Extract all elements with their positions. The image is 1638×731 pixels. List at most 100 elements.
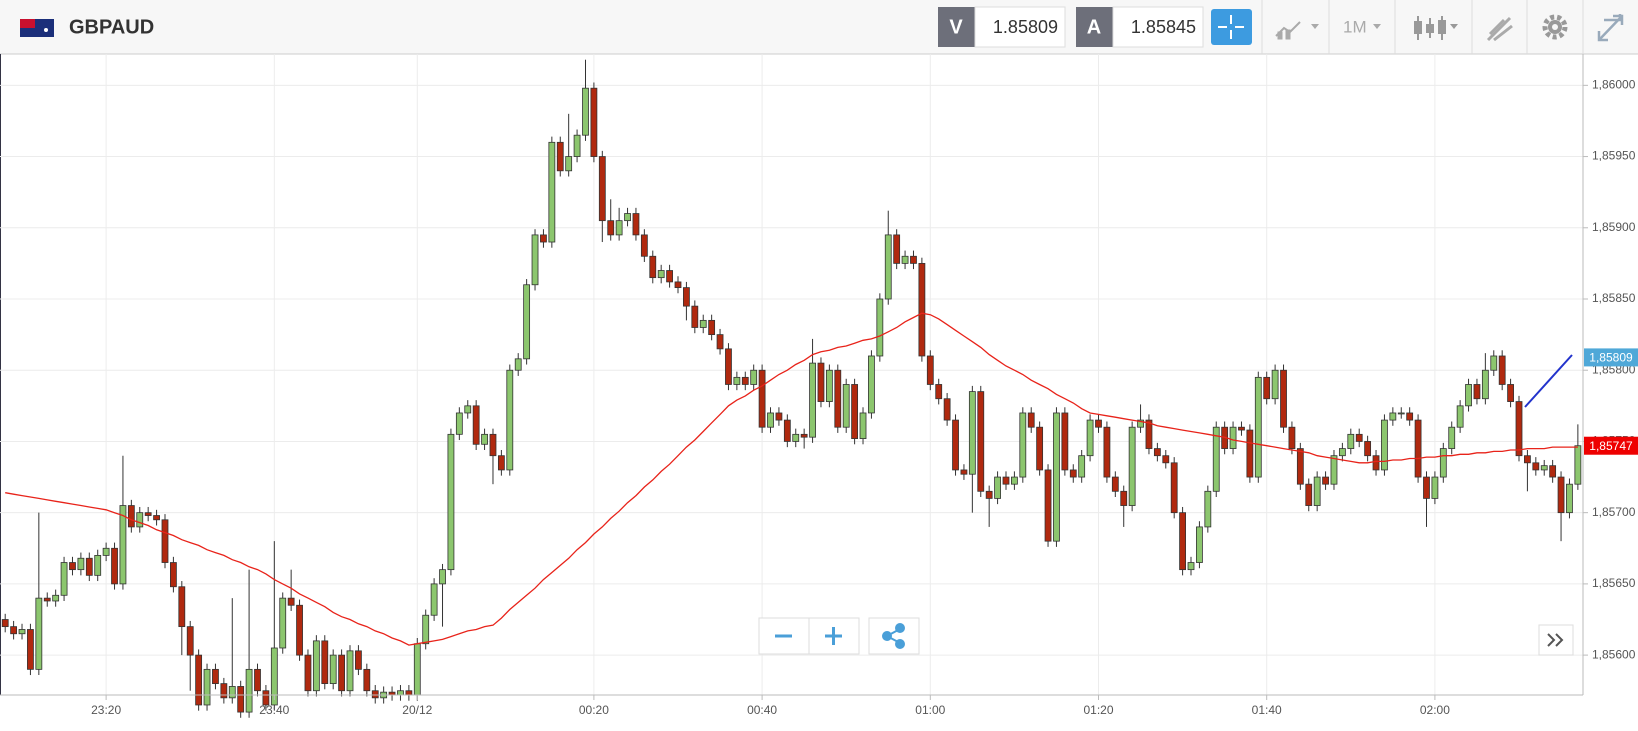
- settings-button[interactable]: [1542, 14, 1568, 40]
- candle-body: [422, 614, 430, 645]
- candle-body: [220, 683, 228, 699]
- candle-body: [1187, 562, 1195, 571]
- crosshair-button[interactable]: [1211, 9, 1252, 45]
- candle-body: [657, 270, 665, 279]
- candle-body: [1229, 426, 1237, 449]
- price-tag: [1584, 436, 1638, 455]
- candle-body: [279, 597, 287, 649]
- candle-body: [186, 626, 194, 656]
- candle-body: [43, 597, 51, 602]
- candle-body: [1381, 419, 1388, 471]
- candle-body: [725, 348, 732, 385]
- candle-body: [1019, 412, 1027, 478]
- candle-body: [35, 597, 43, 670]
- y-tick-label: 1,85700: [1592, 505, 1636, 519]
- candle-body: [1389, 412, 1397, 421]
- candle-type-button[interactable]: [1414, 16, 1458, 40]
- expand-button[interactable]: [1597, 14, 1624, 42]
- candle-body: [169, 562, 177, 588]
- candle-body: [868, 355, 875, 414]
- candle-body: [178, 586, 186, 628]
- y-tick-label: 1,86000: [1592, 78, 1636, 92]
- candle-body: [1271, 369, 1279, 400]
- candle-body: [1196, 526, 1203, 563]
- candle-body: [1364, 441, 1372, 457]
- bid-box: [974, 6, 1066, 48]
- crosshair-icon: [1218, 15, 1244, 39]
- candle-body: [52, 594, 60, 602]
- candle-body: [1, 619, 9, 628]
- candle-body: [1490, 355, 1498, 371]
- x-tick-label: 23:40: [259, 703, 289, 717]
- x-tick-label: 00:40: [747, 703, 777, 717]
- candle-body: [413, 643, 421, 696]
- candle-body: [136, 512, 144, 528]
- candle-body: [514, 358, 522, 371]
- candle-body: [943, 398, 951, 421]
- candle-body: [371, 690, 379, 699]
- candle-body: [540, 234, 547, 243]
- candle-body: [582, 87, 589, 136]
- candle-body: [195, 654, 203, 706]
- x-tick-label: 02:00: [1420, 703, 1450, 717]
- trend-line-drawing[interactable]: [1524, 354, 1573, 408]
- candle-body: [355, 650, 362, 670]
- candle-body: [1532, 462, 1540, 471]
- candle-body: [834, 369, 842, 428]
- price-tag-label: 1,85747: [1589, 439, 1633, 453]
- candle-body: [1120, 490, 1128, 506]
- candle-body: [783, 419, 791, 442]
- y-tick-label: 1,85600: [1592, 647, 1636, 661]
- price-tag: [1584, 348, 1638, 367]
- candle-body: [312, 640, 320, 692]
- candle-body: [1330, 455, 1338, 485]
- candle-body: [1397, 412, 1405, 415]
- candle-body: [363, 668, 371, 692]
- bid-button[interactable]: [938, 7, 975, 47]
- candle-body: [607, 220, 615, 236]
- flag: [20, 19, 54, 37]
- candle-body: [573, 134, 581, 157]
- candle-body: [1044, 469, 1052, 542]
- candle-body: [1355, 433, 1363, 442]
- scroll-to-end-icon: [1547, 633, 1564, 647]
- chart-type-button[interactable]: [1275, 21, 1319, 40]
- candle-body: [1128, 426, 1136, 506]
- candle-body: [1498, 355, 1506, 385]
- candle-body: [439, 569, 446, 585]
- candle-body: [842, 384, 850, 428]
- y-tick-label: 1,85850: [1592, 291, 1636, 305]
- candle-body: [809, 362, 816, 438]
- draw-button[interactable]: [1486, 16, 1513, 42]
- candle-body: [1372, 455, 1380, 471]
- candle-body: [708, 319, 716, 336]
- candle-body: [1069, 469, 1077, 478]
- candle-body: [1322, 476, 1329, 485]
- candle-body: [1137, 419, 1144, 428]
- candle-body: [548, 141, 556, 243]
- candle-body: [1507, 384, 1514, 402]
- candle-body: [405, 690, 413, 696]
- candle-body: [262, 690, 270, 706]
- candle-body: [598, 156, 606, 222]
- candle-body: [1347, 433, 1355, 449]
- candle-body: [985, 490, 993, 499]
- candle-body: [1103, 426, 1111, 478]
- candle-body: [1431, 476, 1439, 499]
- x-tick-label: 01:00: [915, 703, 945, 717]
- share-button[interactable]: [868, 617, 920, 655]
- ask-button[interactable]: [1076, 7, 1113, 47]
- candle-body: [27, 629, 34, 670]
- candle-body: [1263, 376, 1271, 400]
- bid-price: 1.85809: [993, 17, 1058, 37]
- candle-body: [1414, 419, 1422, 478]
- candle-body: [817, 362, 825, 402]
- candle-body: [884, 234, 892, 300]
- candle-body: [1246, 429, 1254, 478]
- candle-body: [1557, 476, 1565, 514]
- timeframe[interactable]: 1M: [1343, 17, 1367, 36]
- candle-body: [1086, 419, 1094, 457]
- flag-union: [20, 19, 35, 28]
- x-tick-label: 01:40: [1252, 703, 1282, 717]
- scroll-to-end-button[interactable]: [1538, 624, 1574, 656]
